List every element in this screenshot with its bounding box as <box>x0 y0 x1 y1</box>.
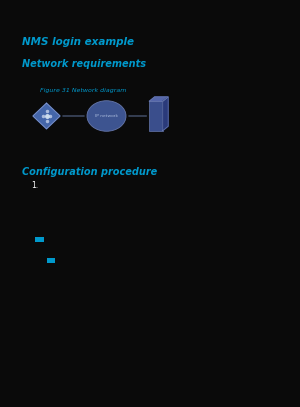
Polygon shape <box>149 97 168 101</box>
Polygon shape <box>163 97 168 131</box>
Text: NMS login example: NMS login example <box>22 37 134 47</box>
Text: Network requirements: Network requirements <box>22 59 146 69</box>
Ellipse shape <box>87 101 126 131</box>
Text: Figure 31 Network diagram: Figure 31 Network diagram <box>40 88 127 92</box>
Polygon shape <box>33 103 60 129</box>
Text: Configuration procedure: Configuration procedure <box>22 167 158 177</box>
FancyBboxPatch shape <box>149 101 163 131</box>
Text: 1.: 1. <box>32 181 39 190</box>
FancyBboxPatch shape <box>46 258 55 263</box>
Text: IP network: IP network <box>95 114 118 118</box>
FancyBboxPatch shape <box>35 237 44 242</box>
